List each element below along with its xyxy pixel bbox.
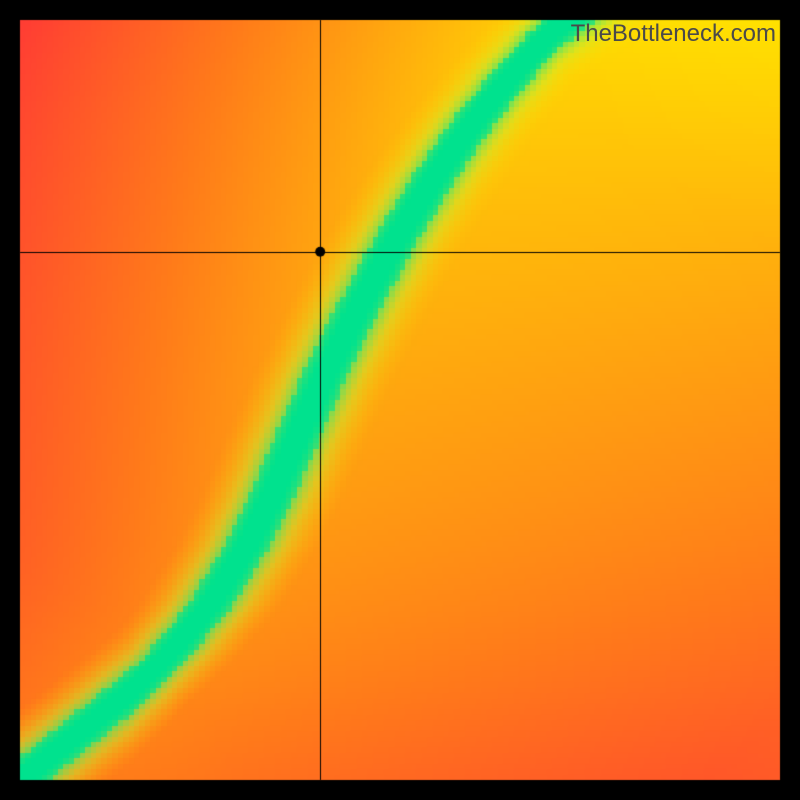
crosshair-overlay	[0, 0, 800, 800]
chart-frame: { "type": "heatmap", "dimensions": { "wi…	[0, 0, 800, 800]
watermark-text: TheBottleneck.com	[571, 20, 776, 48]
